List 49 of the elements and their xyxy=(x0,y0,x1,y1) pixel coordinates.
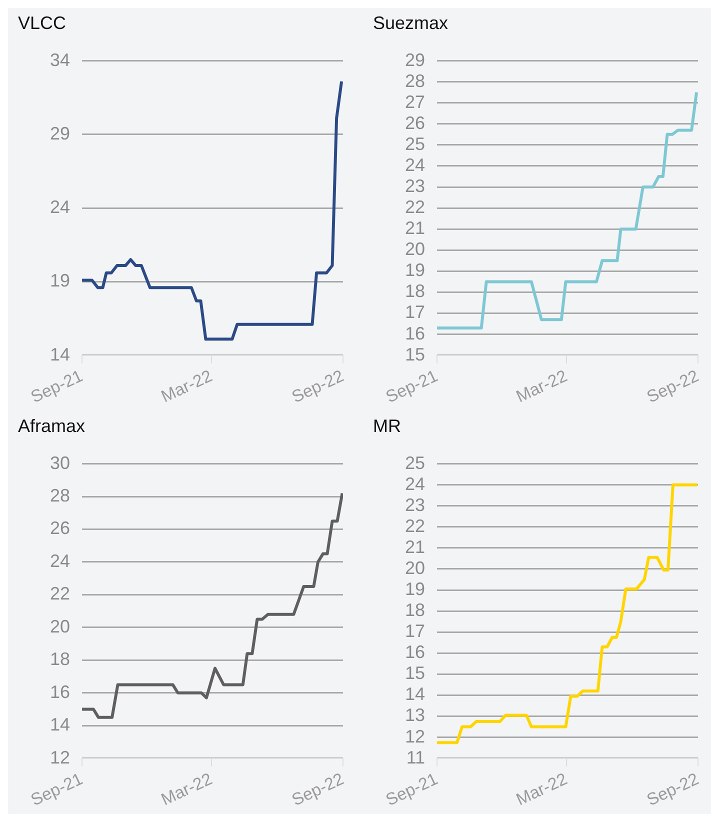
y-tick-label: 20 xyxy=(50,616,70,636)
y-tick-label: 18 xyxy=(404,600,426,620)
y-tick-label: 29 xyxy=(50,123,70,144)
y-tick-label: 18 xyxy=(404,281,426,302)
y-tick-label: 11 xyxy=(406,747,426,768)
y-tick-label: 22 xyxy=(50,584,70,604)
y-tick-label: 27 xyxy=(404,92,426,112)
y-tick-label: 23 xyxy=(404,494,426,515)
y-tick-label: 19 xyxy=(404,579,426,599)
y-tick-label: 15 xyxy=(404,344,426,364)
y-tick-label: 25 xyxy=(404,134,426,154)
y-tick-label: 20 xyxy=(404,558,426,578)
y-tick-label: 16 xyxy=(50,682,70,702)
y-tick-label: 13 xyxy=(404,705,426,726)
y-tick-label: 12 xyxy=(50,747,70,768)
chart-title: Suezmax xyxy=(372,12,450,35)
y-tick-label: 19 xyxy=(50,270,70,291)
y-tick-label: 21 xyxy=(404,218,426,238)
y-tick-label: 12 xyxy=(404,726,426,746)
y-tick-label: 23 xyxy=(404,176,426,196)
y-tick-label: 18 xyxy=(50,649,70,670)
y-tick-label: 20 xyxy=(404,239,426,260)
y-tick-label: 34 xyxy=(50,50,70,70)
y-tick-label: 24 xyxy=(404,154,426,175)
chart-title: VLCC xyxy=(17,12,68,35)
y-tick-label: 16 xyxy=(404,323,426,344)
y-tick-label: 24 xyxy=(50,197,70,218)
y-tick-label: 22 xyxy=(404,516,426,536)
y-tick-label: 14 xyxy=(50,714,70,735)
y-tick-label: 30 xyxy=(50,452,70,473)
y-tick-label: 24 xyxy=(404,474,426,494)
y-tick-label: 26 xyxy=(404,112,426,133)
y-tick-label: 21 xyxy=(404,536,426,557)
y-tick-label: 17 xyxy=(404,302,426,322)
y-tick-label: 14 xyxy=(404,684,426,704)
y-tick-label: 17 xyxy=(404,621,426,642)
y-tick-label: 15 xyxy=(404,663,426,684)
y-tick-label: 26 xyxy=(50,518,70,538)
y-tick-label: 24 xyxy=(50,550,70,571)
y-tick-label: 19 xyxy=(404,260,426,280)
y-tick-label: 14 xyxy=(50,344,70,364)
y-tick-label: 25 xyxy=(404,452,426,473)
y-tick-label: 29 xyxy=(404,50,426,70)
y-tick-label: 22 xyxy=(404,197,426,218)
y-tick-label: 28 xyxy=(404,70,426,91)
y-tick-label: 28 xyxy=(50,485,70,506)
y-tick-label: 16 xyxy=(404,642,426,662)
chart-title: Aframax xyxy=(17,415,86,438)
chart-title: MR xyxy=(372,415,402,438)
